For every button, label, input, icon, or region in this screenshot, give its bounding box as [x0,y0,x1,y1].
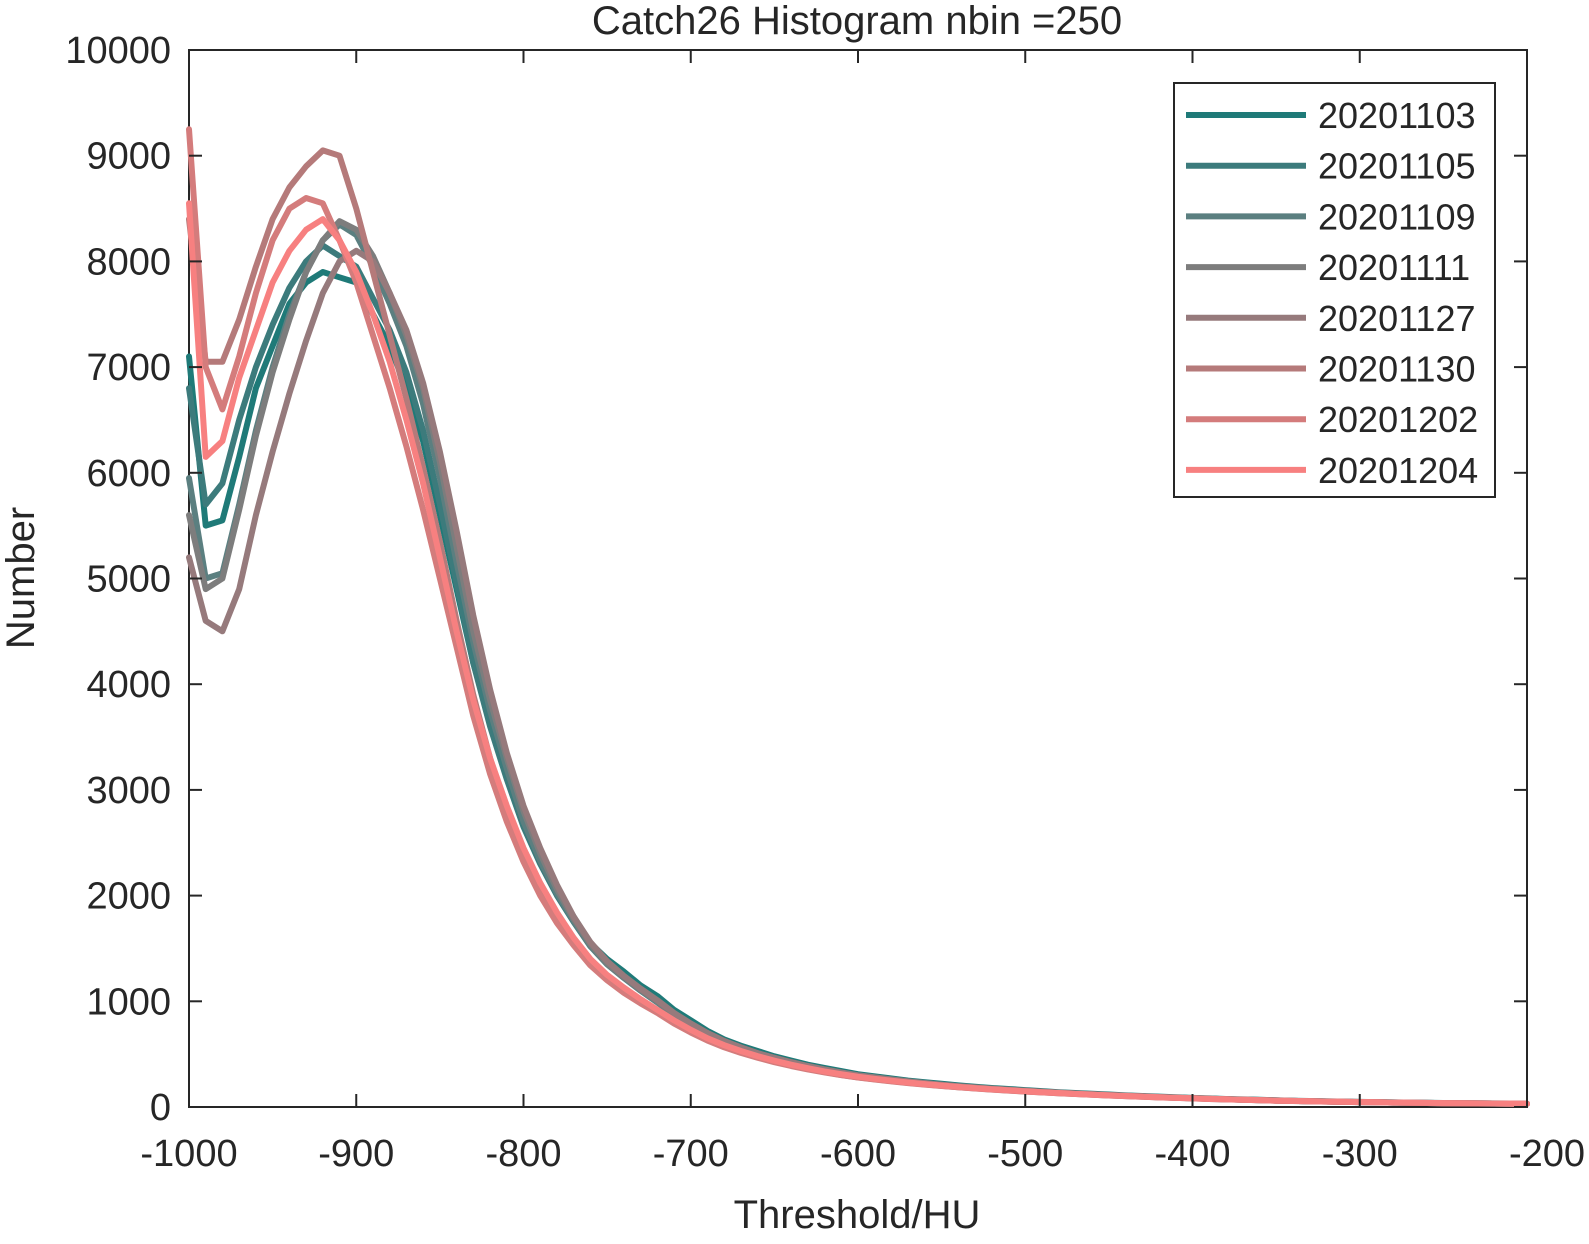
legend-label-20201103: 20201103 [1318,95,1476,136]
x-tick-label-4: -600 [820,1133,896,1175]
y-tick-label-6: 6000 [86,453,171,495]
legend: 20201103 20201105 20201109 20201111 20201127… [1173,82,1496,498]
axis-ticks [188,49,1528,1108]
y-tick-label-3: 3000 [86,770,171,812]
chart-title: Catch26 Histogram nbin =250 [592,0,1122,43]
legend-label-20201127: 20201127 [1318,298,1476,339]
legend-label-20201105: 20201105 [1318,146,1476,187]
legend-label-20201204: 20201204 [1318,450,1478,491]
x-tick-label-7: -300 [1322,1133,1398,1175]
legend-label-20201109: 20201109 [1318,196,1476,237]
series-lines [186,126,1530,1107]
y-axis-tick-labels: 0 1000 2000 3000 4000 5000 6000 7000 8000 9000 100… [65,30,171,1129]
legend-label-20201111: 20201111 [1318,247,1470,288]
x-tick-label-2: -800 [485,1133,561,1175]
x-tick-label-3: -700 [653,1133,729,1175]
legend-label-20201202: 20201202 [1318,399,1478,440]
y-tick-label-10: 10000 [65,30,171,72]
y-tick-label-2: 2000 [86,876,171,918]
series-line-20201204 [186,200,1530,1107]
y-tick-label-1: 1000 [86,981,171,1023]
y-tick-label-4: 4000 [86,664,171,706]
y-tick-label-5: 5000 [86,559,171,601]
y-tick-label-7: 7000 [86,347,171,389]
x-tick-label-5: -500 [987,1133,1063,1175]
x-axis-title: Threshold/HU [734,1193,981,1237]
y-axis-title: Number [0,507,43,649]
legend-box [1173,82,1496,498]
x-axis-tick-labels: -1000 -900 -800 -700 -600 -500 -400 -300 -200 [140,1133,1585,1175]
legend-items: 20201103 20201105 20201109 20201111 20201127… [1186,95,1478,491]
legend-label-20201130: 20201130 [1318,349,1476,390]
y-tick-label-9: 9000 [86,136,171,178]
y-tick-label-8: 8000 [86,241,171,283]
x-tick-label-8: -200 [1509,1133,1585,1175]
x-tick-label-6: -400 [1154,1133,1230,1175]
y-tick-label-0: 0 [150,1087,171,1129]
x-tick-label-0: -1000 [140,1133,237,1175]
x-tick-label-1: -900 [318,1133,394,1175]
